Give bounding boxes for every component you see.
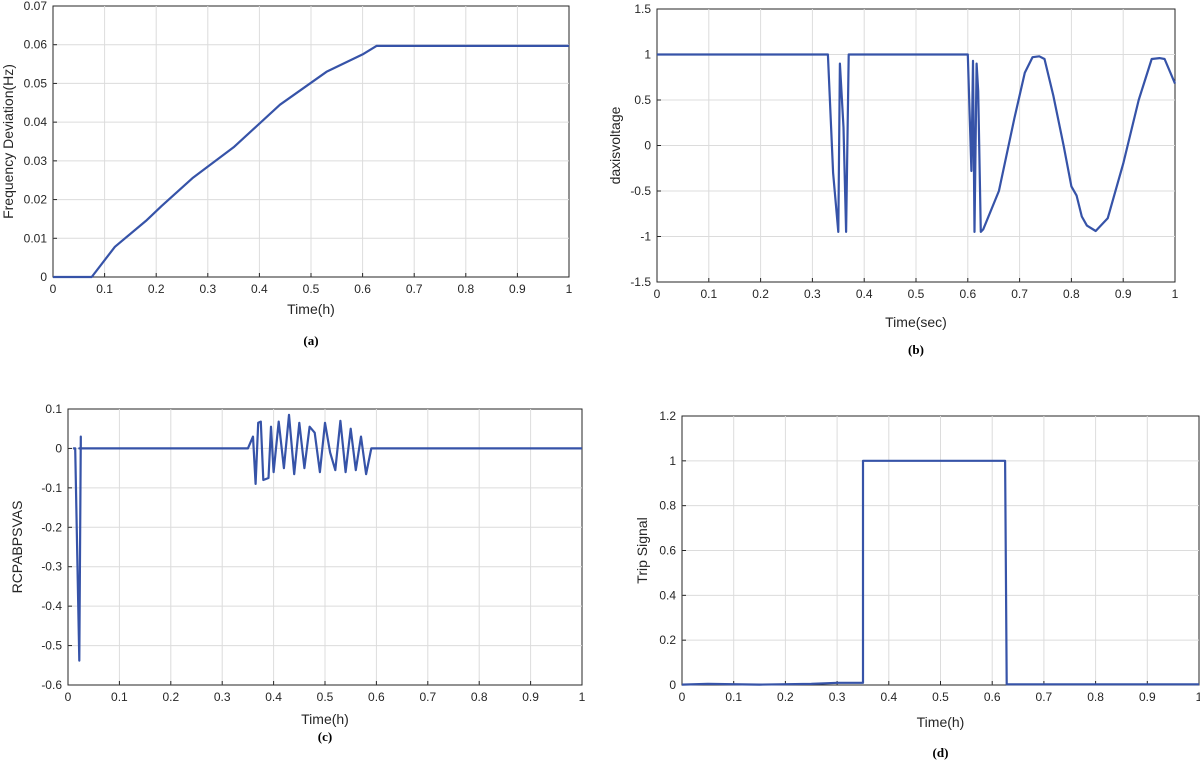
x-tick-label: 0 <box>654 287 661 301</box>
x-tick-label: 0.5 <box>932 690 949 704</box>
x-tick-label: 0.3 <box>214 690 231 704</box>
y-tick-label: 0.1 <box>45 402 62 416</box>
x-tick-label: 0.3 <box>829 690 846 704</box>
y-tick-label: 0 <box>55 441 62 455</box>
chart-panel-1: 0 0.1 0.2 0.3 0.4 0.5 0.6 0.7 0.8 0.9 1 0 0.01 0.02 0.… <box>0 0 573 348</box>
y-tick-label: -0.6 <box>41 678 62 692</box>
x-tick-label: 0.4 <box>265 690 282 704</box>
x-tick-label: 0.8 <box>1087 690 1104 704</box>
x-tick-label: 1 <box>1196 690 1200 704</box>
series-line <box>53 44 569 279</box>
y-tick-label: -0.4 <box>41 599 62 613</box>
y-tick-label: -0.1 <box>41 481 62 495</box>
x-axis-label: Time(h) <box>287 301 335 317</box>
panel-caption: (b) <box>908 342 924 357</box>
chart-panel-2: 0 0.1 0.2 0.3 0.4 0.5 0.6 0.7 0.8 0.9 1 -1.5 -1 -0.5 0… <box>607 2 1179 357</box>
x-tick-label: 0.7 <box>1011 287 1028 301</box>
x-tick-label: 0.6 <box>959 287 976 301</box>
x-tick-label: 0 <box>65 690 72 704</box>
x-tick-label: 0.1 <box>96 282 113 296</box>
panel-caption: (c) <box>318 729 332 744</box>
x-axis-label: Time(h) <box>917 714 965 730</box>
y-tick-label: 0.8 <box>659 499 676 513</box>
y-tick-label: 1.2 <box>659 409 676 423</box>
x-axis-label: Time(h) <box>301 711 349 727</box>
x-tick-label: 0.1 <box>700 287 717 301</box>
x-tick-label: 0.1 <box>111 690 128 704</box>
x-tick-label: 0.7 <box>406 282 423 296</box>
y-tick-label: 0 <box>644 139 651 153</box>
x-tick-label: 0.9 <box>1139 690 1156 704</box>
y-axis-label: Frequency Deviation(Hz) <box>0 64 16 219</box>
x-tick-label: 0.8 <box>471 690 488 704</box>
x-tick-label: 0.2 <box>148 282 165 296</box>
y-tick-label: 0.01 <box>24 231 48 245</box>
y-tick-label: 0.04 <box>24 115 48 129</box>
x-tick-label: 0.5 <box>303 282 320 296</box>
y-tick-label: 1 <box>669 454 676 468</box>
y-tick-label: -0.2 <box>41 520 62 534</box>
x-tick-label: 1 <box>1172 287 1179 301</box>
x-tick-label: 0 <box>679 690 686 704</box>
x-tick-label: 0.9 <box>522 690 539 704</box>
y-tick-label: 0.5 <box>634 93 651 107</box>
y-tick-label: -0.5 <box>41 639 62 653</box>
y-tick-label: 0.05 <box>24 76 48 90</box>
y-tick-label: 0.03 <box>24 154 48 168</box>
x-tick-label: 0.2 <box>162 690 179 704</box>
panel-caption: (a) <box>303 333 318 348</box>
chart-panel-3: 0 0.1 0.2 0.3 0.4 0.5 0.6 0.7 0.8 0.9 1 -0.6 -0.5 -0.… <box>9 402 586 744</box>
y-tick-label: 0.2 <box>659 633 676 647</box>
y-axis-label: Trip Signal <box>634 517 650 583</box>
x-tick-label: 0.8 <box>1063 287 1080 301</box>
x-tick-label: 0.7 <box>419 690 436 704</box>
x-tick-label: 0.5 <box>908 287 925 301</box>
x-tick-label: 0.3 <box>804 287 821 301</box>
x-tick-label: 0.4 <box>856 287 873 301</box>
y-tick-label: 0 <box>669 678 676 692</box>
y-tick-label: 0.07 <box>24 0 48 13</box>
x-tick-label: 0 <box>50 282 57 296</box>
y-tick-label: -1 <box>640 230 651 244</box>
x-tick-label: 0.7 <box>1036 690 1053 704</box>
x-tick-label: 0.2 <box>777 690 794 704</box>
x-tick-label: 1 <box>579 690 586 704</box>
y-tick-label: 0 <box>40 270 47 284</box>
x-tick-label: 0.6 <box>984 690 1001 704</box>
x-tick-label: 0.6 <box>368 690 385 704</box>
y-tick-label: -1.5 <box>630 275 651 289</box>
x-axis-label: Time(sec) <box>885 314 947 330</box>
y-axis-label: RCPABPSVAS <box>9 501 25 594</box>
series-line <box>657 53 1177 233</box>
y-tick-label: -0.3 <box>41 560 62 574</box>
x-tick-label: 0.2 <box>752 287 769 301</box>
series-line <box>73 413 582 662</box>
x-tick-label: 0.6 <box>354 282 371 296</box>
series-line <box>681 459 1199 686</box>
x-tick-label: 0.8 <box>457 282 474 296</box>
chart-panel-4: 0 0.1 0.2 0.3 0.4 0.5 0.6 0.7 0.8 0.9 1 0 0.2 0.4 0.6 0… <box>634 409 1200 760</box>
x-tick-label: 0.9 <box>509 282 526 296</box>
x-tick-label: 1 <box>566 282 573 296</box>
x-tick-label: 0.5 <box>317 690 334 704</box>
y-tick-label: 0.4 <box>659 588 676 602</box>
y-axis-label: daxisvoltage <box>607 106 623 184</box>
x-tick-label: 0.1 <box>725 690 742 704</box>
y-tick-label: 0.02 <box>24 193 48 207</box>
x-tick-label: 0.4 <box>880 690 897 704</box>
x-tick-label: 0.3 <box>199 282 216 296</box>
y-tick-label: 1.5 <box>634 2 651 16</box>
y-tick-label: 0.6 <box>659 544 676 558</box>
x-tick-label: 0.9 <box>1115 287 1132 301</box>
y-tick-label: 1 <box>644 48 651 62</box>
y-tick-label: 0.06 <box>24 38 48 52</box>
panel-caption: (d) <box>933 745 949 760</box>
x-tick-label: 0.4 <box>251 282 268 296</box>
y-tick-label: -0.5 <box>630 184 651 198</box>
